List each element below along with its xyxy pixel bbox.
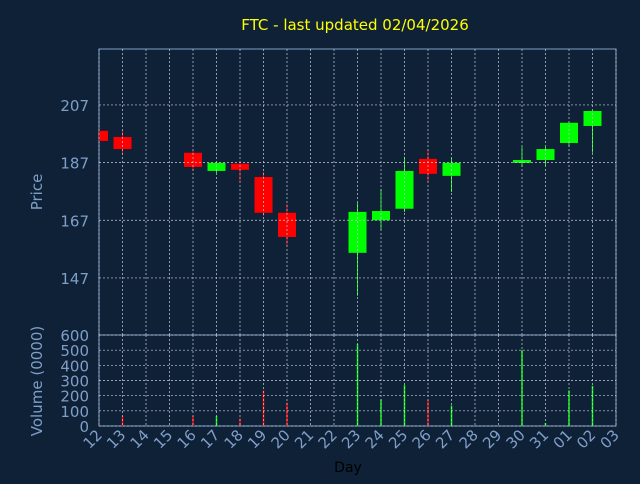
- x-tick-label: 31: [526, 426, 552, 452]
- price-panel: [99, 110, 602, 296]
- x-tick-label: 26: [409, 426, 435, 452]
- x-tick-label: 13: [103, 426, 129, 452]
- y2-axis-label: Volume (0000): [28, 326, 46, 436]
- y-tick-label: 147: [60, 270, 89, 288]
- y2-tick-label: 200: [60, 388, 89, 406]
- chart-title: FTC - last updated 02/04/2026: [241, 16, 469, 34]
- y2-tick-label: 0: [79, 418, 89, 436]
- x-tick-label: 24: [362, 426, 388, 452]
- y2-tick-label: 600: [60, 327, 89, 345]
- y-tick-label: 167: [60, 212, 89, 230]
- volume-bar: [591, 385, 594, 426]
- x-tick-label: 18: [221, 426, 247, 452]
- x-axis-label: Day: [334, 460, 362, 476]
- x-tick-label: 17: [197, 426, 223, 452]
- x-tick-label: 27: [432, 426, 458, 452]
- volume-bar: [121, 416, 124, 426]
- x-tick-label: 30: [503, 426, 529, 452]
- volume-bar: [99, 424, 100, 426]
- y2-tick-label: 400: [60, 357, 89, 375]
- y2-tick-label: 300: [60, 373, 89, 391]
- candle-body: [372, 211, 390, 221]
- volume-bar: [356, 344, 359, 426]
- x-tick-label: 16: [174, 426, 200, 452]
- x-tick-label: 21: [291, 426, 317, 452]
- x-tick-label: 03: [597, 426, 623, 452]
- x-tick-label: 28: [456, 426, 482, 452]
- volume-bar: [403, 385, 406, 426]
- candle-body: [99, 130, 108, 141]
- x-tick-label: 14: [127, 426, 153, 452]
- x-tick-label: 19: [244, 426, 270, 452]
- x-tick-label: 23: [338, 426, 364, 452]
- y2-tick-label: 500: [60, 342, 89, 360]
- volume-bar: [192, 416, 194, 426]
- candle-body: [184, 152, 202, 167]
- y-tick-label: 187: [60, 155, 89, 173]
- x-tick-label: 02: [573, 426, 599, 452]
- y2-tick-label: 100: [60, 403, 89, 421]
- volume-panel: [99, 344, 594, 426]
- x-tick-label: 25: [385, 426, 411, 452]
- volume-bar: [427, 400, 429, 426]
- y-tick-label: 207: [60, 97, 89, 115]
- y-axis-label: Price: [28, 174, 46, 211]
- candle-body: [278, 212, 296, 237]
- x-tick-label: 01: [550, 426, 576, 452]
- volume-bar: [239, 418, 241, 426]
- x-tick-label: 15: [150, 426, 176, 452]
- volume-bar: [286, 402, 288, 426]
- volume-bar: [215, 416, 218, 426]
- candle-body: [348, 211, 367, 253]
- x-tick-label: 20: [268, 426, 294, 452]
- x-tick-label: 22: [315, 426, 341, 452]
- candle-body: [560, 122, 578, 143]
- x-tick-label: 29: [479, 426, 505, 452]
